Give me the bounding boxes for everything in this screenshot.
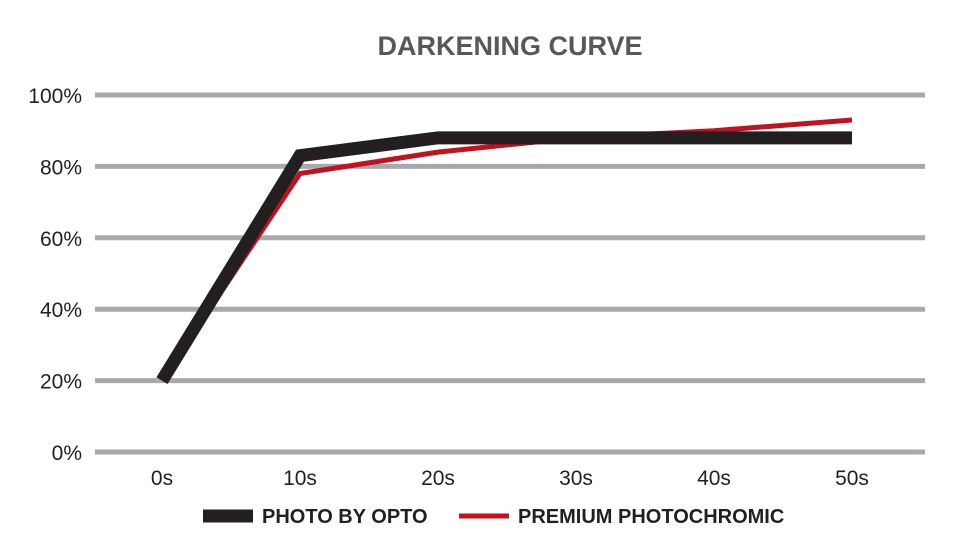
chart-title: DARKENING CURVE: [377, 31, 642, 61]
legend-label: PREMIUM PHOTOCHROMIC: [518, 506, 784, 528]
y-tick-label: 60%: [40, 228, 82, 251]
y-axis-ticks: 0% 20% 40% 60% 80% 100%: [28, 85, 82, 465]
x-tick-label: 10s: [283, 467, 317, 490]
series-line-premium-photochromic: [159, 117, 853, 382]
x-tick-label: 30s: [559, 467, 593, 490]
legend: PHOTO BY OPTO PREMIUM PHOTOCHROMIC: [203, 506, 784, 528]
y-tick-label: 0%: [52, 442, 82, 465]
x-tick-label: 20s: [421, 467, 455, 490]
x-tick-label: 40s: [697, 467, 731, 490]
x-tick-label: 0s: [151, 467, 173, 490]
y-tick-label: 80%: [40, 156, 82, 179]
series-line-photo-by-opto: [156, 131, 852, 384]
x-axis-ticks: 0s 10s 20s 30s 40s 50s: [151, 467, 869, 490]
y-tick-label: 40%: [40, 299, 82, 322]
series-lines: [156, 117, 853, 384]
gridlines: [95, 92, 925, 455]
legend-label: PHOTO BY OPTO: [262, 506, 428, 528]
x-tick-label: 50s: [835, 467, 869, 490]
y-tick-label: 100%: [28, 85, 82, 108]
y-tick-label: 20%: [40, 371, 82, 394]
